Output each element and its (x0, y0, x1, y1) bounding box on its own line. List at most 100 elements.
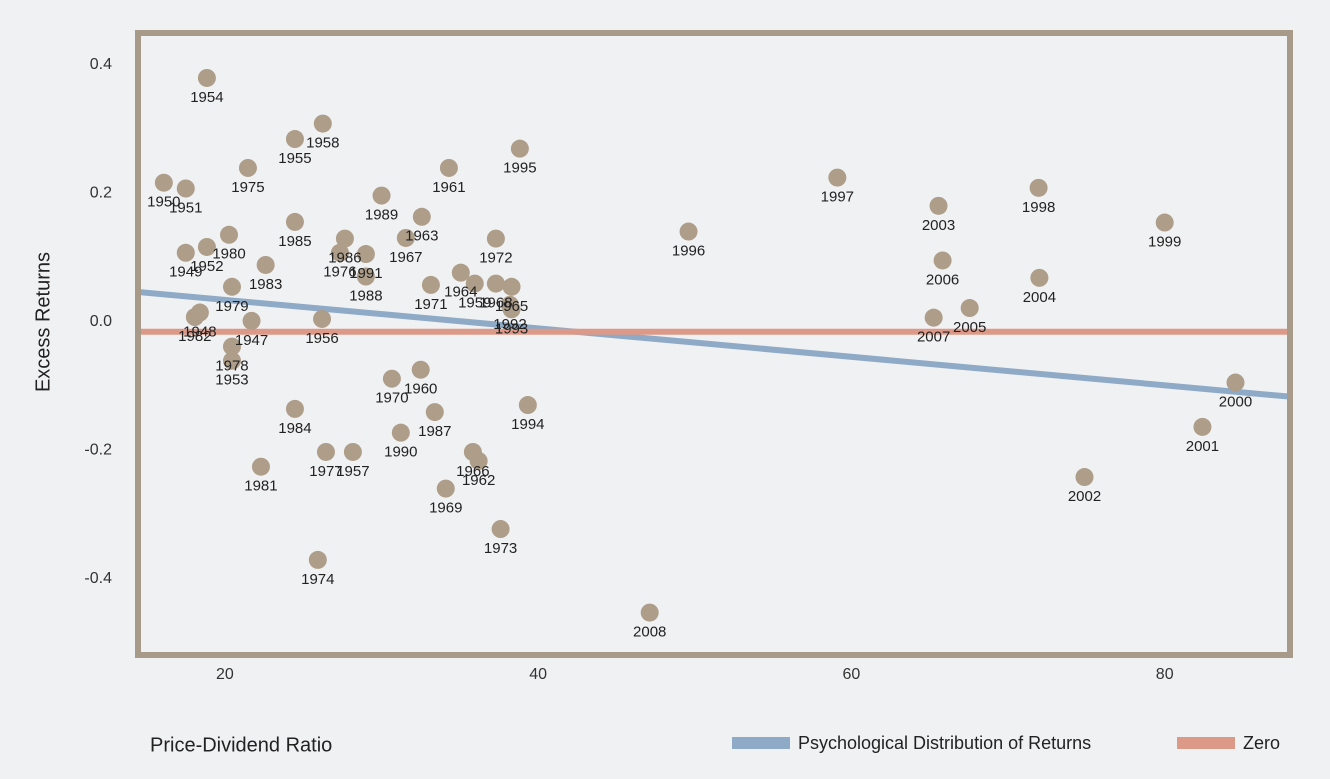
point-label: 2005 (953, 319, 986, 336)
point-label: 1987 (418, 423, 451, 440)
point (343, 442, 362, 461)
point (502, 277, 521, 296)
point-label: 1950 (147, 194, 180, 211)
point (285, 399, 304, 418)
x-tick-label: 60 (843, 666, 861, 683)
point-label: 1994 (511, 416, 544, 433)
trend-line (138, 288, 1290, 400)
point-label: 1968 (479, 295, 512, 312)
y-tick-label: -0.2 (84, 442, 112, 459)
point (197, 68, 216, 87)
point-label: 1960 (404, 381, 437, 398)
point (411, 360, 430, 379)
point (335, 229, 354, 248)
point-label: 1975 (231, 179, 264, 196)
y-tick-label: 0.4 (90, 56, 112, 73)
point-label: 1955 (278, 150, 311, 167)
point (356, 245, 375, 264)
point (1226, 373, 1245, 392)
point-label: 1949 (169, 264, 202, 281)
point (425, 403, 444, 422)
point-label: 1952 (190, 258, 223, 275)
point (933, 251, 952, 270)
legend-label: Psychological Distribution of Returns (798, 733, 1091, 753)
point-label: 1967 (389, 249, 422, 266)
point-label: 1964 (444, 284, 477, 301)
point-label: 1984 (278, 420, 311, 437)
point (469, 451, 488, 470)
point-label: 1956 (305, 330, 338, 347)
x-tick-label: 80 (1156, 666, 1174, 683)
point-label: 2002 (1068, 488, 1101, 505)
point (256, 255, 275, 274)
point-label: 1965 (495, 298, 528, 315)
point (251, 457, 270, 476)
point (465, 274, 484, 293)
legend-label: Zero (1243, 733, 1280, 753)
point-label: 1963 (405, 228, 438, 245)
x-axis-title: Price-Dividend Ratio (150, 734, 332, 756)
point (1193, 417, 1212, 436)
point-label: 1999 (1148, 234, 1181, 251)
point (924, 308, 943, 327)
x-tick-label: 20 (216, 666, 234, 683)
point (242, 311, 261, 330)
point (330, 243, 349, 262)
point (154, 173, 173, 192)
point (412, 207, 431, 226)
point (679, 222, 698, 241)
point (190, 303, 209, 322)
point (1075, 468, 1094, 487)
point-label: 1972 (479, 250, 512, 267)
point-label: 2008 (633, 624, 666, 641)
point (518, 396, 537, 415)
point-label: 1997 (821, 189, 854, 206)
point-label: 1957 (336, 463, 369, 480)
point (439, 158, 458, 177)
point (1029, 178, 1048, 197)
point-label: 1986 (328, 250, 361, 267)
point-label: 1980 (212, 246, 245, 263)
point-label: 1953 (215, 372, 248, 389)
point (238, 158, 257, 177)
point-label: 2000 (1219, 394, 1252, 411)
frame (135, 30, 1293, 658)
point-label: 1971 (414, 296, 447, 313)
point (176, 243, 195, 262)
point (828, 168, 847, 187)
point-label: 1985 (278, 233, 311, 250)
point-label: 1959 (458, 295, 491, 312)
point (176, 179, 195, 198)
point-label: 1991 (349, 265, 382, 282)
point (285, 130, 304, 149)
point (1030, 268, 1049, 287)
point-label: 1961 (432, 179, 465, 196)
point-label: 1988 (349, 287, 382, 304)
point (372, 186, 391, 205)
point-label: 1978 (215, 358, 248, 375)
point (222, 337, 241, 356)
point-label: 1970 (375, 390, 408, 407)
y-tick-label: -0.4 (84, 570, 112, 587)
point (486, 229, 505, 248)
point (391, 423, 410, 442)
point (220, 225, 239, 244)
point (510, 139, 529, 158)
point-label: 2003 (922, 217, 955, 234)
point-label: 1962 (462, 472, 495, 489)
point-label: 1969 (429, 500, 462, 517)
y-tick-label: 0.2 (90, 184, 112, 201)
point (960, 299, 979, 318)
point (929, 196, 948, 215)
point-label: 1977 (309, 463, 342, 480)
point (502, 300, 521, 319)
point (396, 228, 415, 247)
point-label: 2006 (926, 271, 959, 288)
point (1155, 213, 1174, 232)
point (436, 479, 455, 498)
point (640, 603, 659, 622)
point-label: 1979 (215, 298, 248, 315)
point-label: 1976 (323, 264, 356, 281)
